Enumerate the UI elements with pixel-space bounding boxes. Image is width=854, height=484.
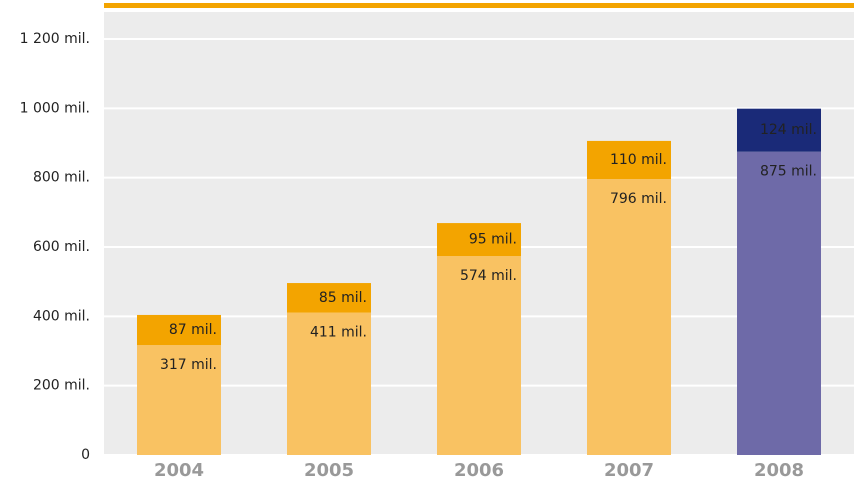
value-label: 95 mil. [469,232,517,248]
bar-segment [137,345,221,455]
value-label: 411 mil. [310,325,367,341]
y-tick-label: 600 mil. [33,239,90,255]
top-rule [104,3,854,8]
bar-segment [437,223,521,257]
y-tick-label: 0 [81,447,90,463]
x-tick-label: 2004 [154,460,204,481]
bar-segment [587,179,671,455]
x-tick-label: 2007 [604,460,654,481]
bar-segment [737,151,821,455]
x-tick-label: 2006 [454,460,504,481]
x-tick-label: 2005 [304,460,354,481]
bar-segment [287,283,371,313]
y-tick-label: 200 mil. [33,378,90,394]
value-label: 574 mil. [460,268,517,284]
y-tick-label: 800 mil. [33,170,90,186]
bar-segment [737,108,821,152]
bar-segment [587,140,671,180]
value-label: 87 mil. [169,322,217,338]
bar-segment [287,312,371,455]
bar-segment [137,314,221,346]
y-tick-label: 1 200 mil. [20,31,90,47]
bar-segment [437,256,521,455]
value-label: 317 mil. [160,357,217,373]
y-tick-label: 1 000 mil. [20,100,90,116]
value-label: 85 mil. [319,290,367,306]
value-label: 110 mil. [610,152,667,168]
value-label: 796 mil. [610,191,667,207]
y-tick-label: 400 mil. [33,308,90,324]
value-label: 124 mil. [760,122,817,138]
value-label: 875 mil. [760,164,817,180]
x-tick-label: 2008 [754,460,804,481]
